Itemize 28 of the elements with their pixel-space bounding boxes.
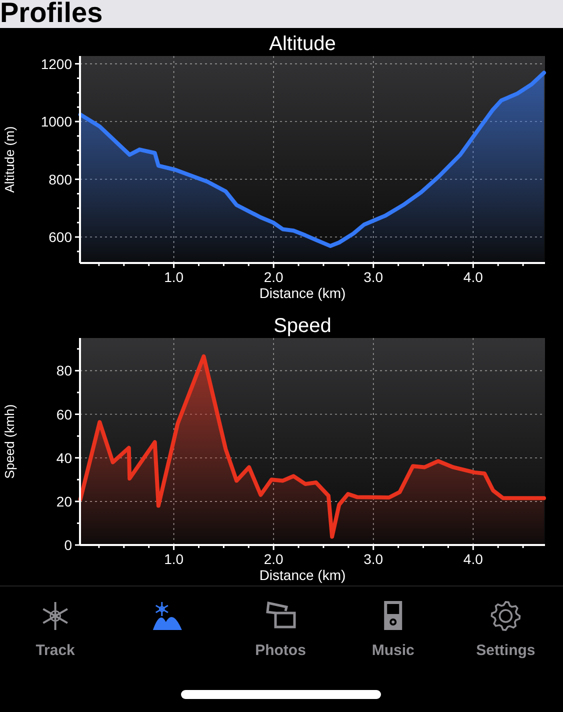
x-tick-label: 4.0 — [463, 269, 484, 285]
x-axis-title: Distance (km) — [259, 567, 346, 583]
x-tick-label: 1.0 — [164, 269, 184, 285]
category-label: Track — [36, 642, 76, 659]
text: Profiles — [0, 0, 103, 28]
y-tick-label: 60 — [56, 406, 72, 422]
x-tick-label: 3.0 — [364, 551, 384, 567]
x-tick-label: 4.0 — [463, 551, 484, 567]
y-tick-label: 0 — [64, 537, 72, 553]
x-axis-title: Distance (km) — [259, 285, 346, 301]
y-tick-label: 600 — [48, 229, 72, 246]
chart-title: Altitude — [269, 33, 336, 55]
category-label: Music — [372, 642, 414, 659]
category-label: Photos — [255, 642, 306, 659]
y-tick-label: 800 — [48, 171, 72, 188]
y-tick-label: 80 — [56, 362, 72, 379]
x-tick-label: 3.0 — [364, 269, 384, 285]
chart-title: Speed — [274, 315, 332, 337]
y-tick-label: 20 — [56, 493, 72, 510]
x-tick-label: 2.0 — [264, 551, 284, 567]
x-tick-label: 2.0 — [264, 269, 284, 285]
y-tick-label: 40 — [56, 450, 72, 466]
y-tick-label: 1000 — [40, 114, 72, 130]
category-label: Settings — [476, 642, 536, 659]
y-axis-title: Altitude (m) — [2, 126, 17, 193]
y-tick-label: 1200 — [40, 56, 72, 72]
y-axis-title: Speed (kmh) — [2, 404, 17, 479]
x-tick-label: 1.0 — [164, 551, 184, 567]
